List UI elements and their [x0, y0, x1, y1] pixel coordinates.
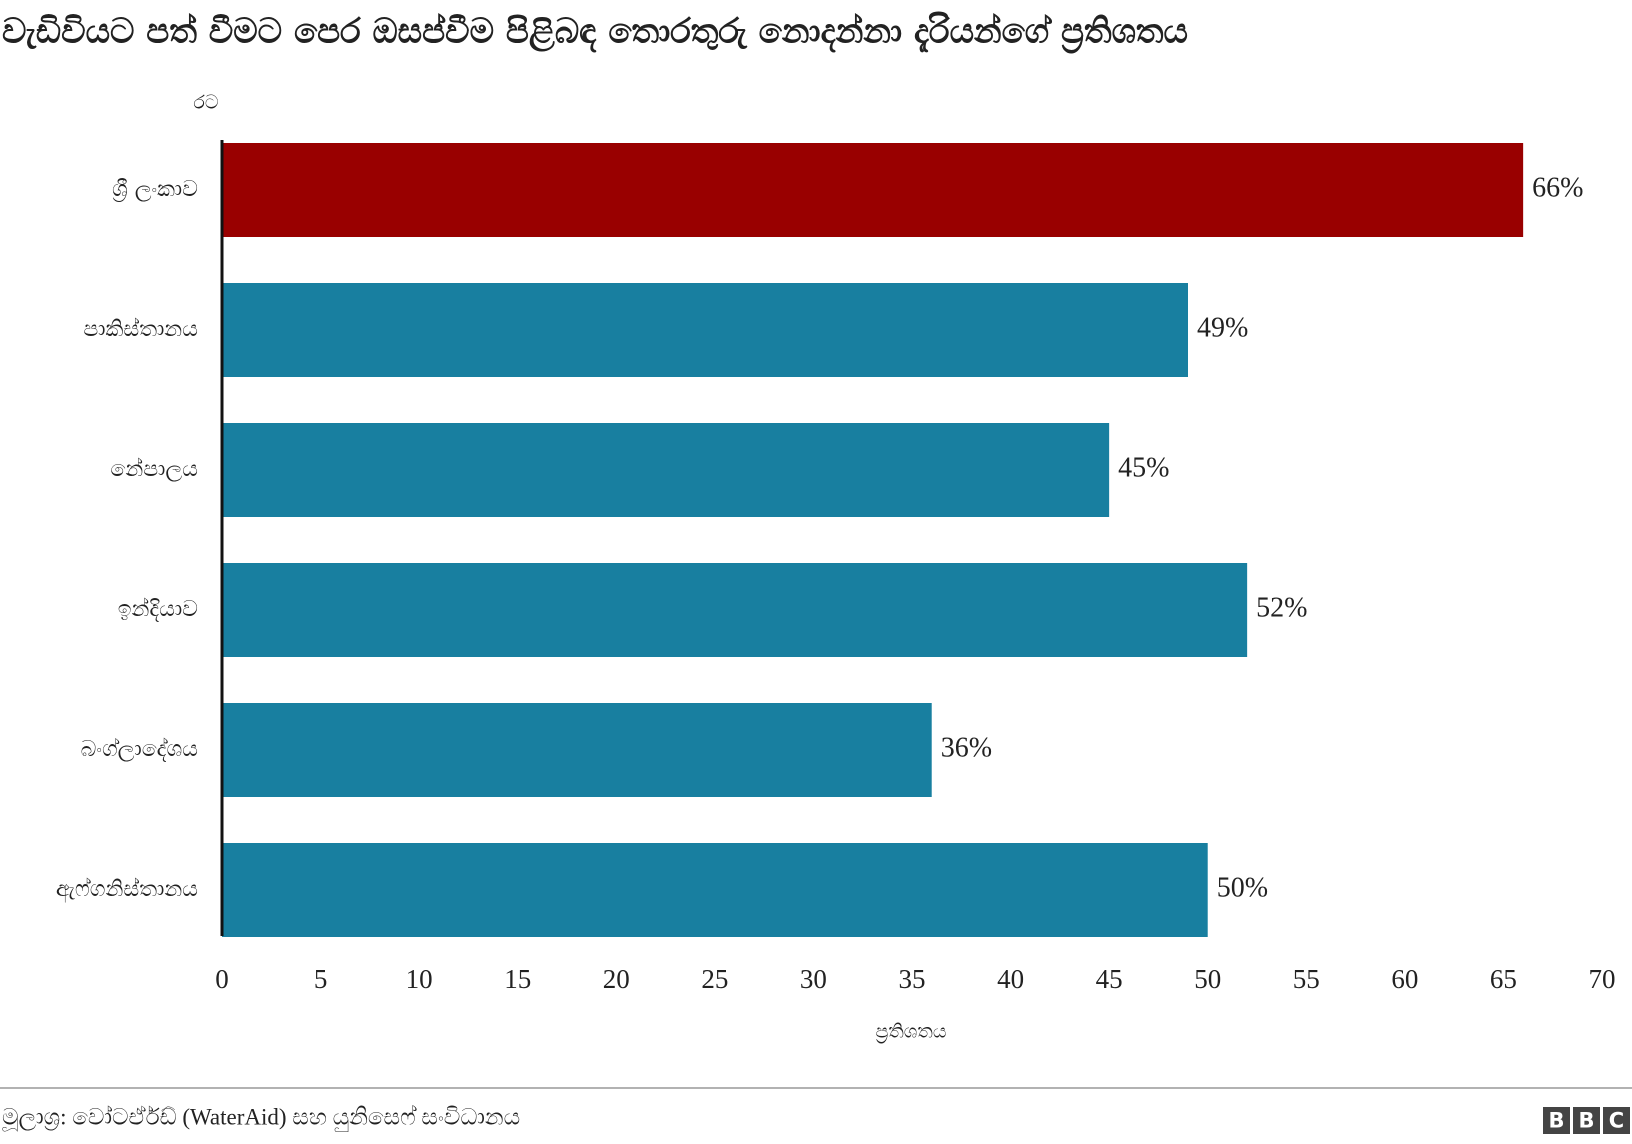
y-tick-label: බංග්ලාදේශය: [81, 737, 198, 762]
x-tick-label: 40: [997, 964, 1024, 994]
x-tick-label: 15: [504, 964, 531, 994]
value-label: 66%: [1532, 172, 1583, 203]
x-tick-label: 50: [1194, 964, 1221, 994]
value-label: 49%: [1197, 312, 1248, 343]
logo-letter: C: [1609, 1109, 1624, 1133]
chart-title: වැඩිවියට පත් වීමට පෙර ඔසප්වීම පිළිබඳ තොර…: [2, 11, 1188, 55]
value-label: 52%: [1256, 592, 1307, 623]
y-tick-label: නේපාලය: [110, 457, 198, 482]
y-axis-label: රට: [193, 92, 218, 114]
y-tick-label: ඇෆ්ගනිස්තානය: [56, 877, 198, 903]
x-tick-label: 70: [1589, 964, 1616, 994]
logo-letter: B: [1578, 1109, 1594, 1133]
x-tick-label: 60: [1391, 964, 1418, 994]
logo-box: [1603, 1107, 1630, 1134]
y-tick-label: ශ්‍රී ලංකාව: [112, 177, 198, 202]
source: මූලාශ්‍ර: වෝටර්ඒඩ් (WaterAid) සහ යුනිසෙෆ…: [2, 1104, 521, 1131]
logo-letter: B: [1548, 1109, 1564, 1133]
value-label: 45%: [1118, 452, 1169, 483]
bar: [222, 843, 1208, 937]
bar: [222, 143, 1524, 237]
value-label: 50%: [1217, 872, 1268, 903]
x-tick-label: 25: [701, 964, 728, 994]
bar: [222, 703, 932, 797]
value-label: 36%: [941, 732, 992, 763]
bar: [222, 283, 1188, 377]
x-tick-label: 10: [406, 964, 433, 994]
logo-box: [1543, 1107, 1570, 1134]
x-tick-label: 55: [1293, 964, 1320, 994]
bar: [222, 423, 1110, 517]
x-tick-label: 20: [603, 964, 630, 994]
y-tick-label: පාකිස්තානය: [83, 317, 198, 342]
x-tick-label: 5: [314, 964, 328, 994]
x-tick-label: 30: [800, 964, 827, 994]
x-tick-label: 35: [899, 964, 926, 994]
x-tick-label: 65: [1490, 964, 1517, 994]
x-tick-label: 0: [215, 964, 229, 994]
bar: [222, 563, 1248, 657]
logo-box: [1573, 1107, 1600, 1134]
x-axis-label: ප්‍රතිශතය: [875, 1021, 946, 1044]
y-tick-label: ඉන්දියාව: [118, 597, 198, 622]
x-tick-label: 45: [1096, 964, 1123, 994]
